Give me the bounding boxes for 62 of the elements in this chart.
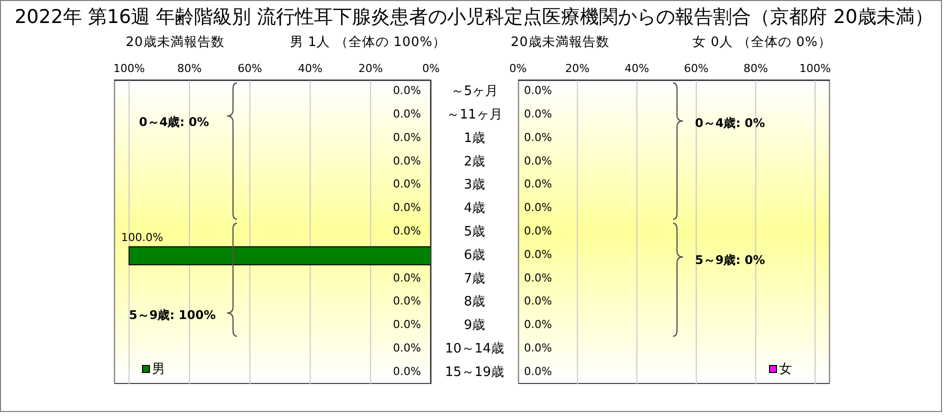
- data-label: 0.0%: [524, 341, 552, 354]
- x-tick-label: 60%: [238, 62, 262, 75]
- annotation: 0～4歳: 0%: [695, 116, 766, 130]
- data-label: 0.0%: [393, 341, 421, 354]
- y-tick-label: 10～14歳: [444, 341, 504, 356]
- text: 2022年 第16週 年齢階級別 流行性耳下腺炎患者の小児科定点医療機関からの報告割合（京都府 20歳未満）: [14, 5, 934, 30]
- y-tick-label: 3歳: [464, 178, 486, 193]
- annotation: 5～9歳: 0%: [695, 253, 766, 267]
- x-tick-label: 0%: [509, 62, 527, 75]
- data-label: 0.0%: [393, 294, 421, 308]
- y-tick-label: 8歳: [464, 294, 486, 310]
- y-tick-label: 15～19歳: [444, 364, 504, 380]
- x-tick-label: 40%: [298, 62, 322, 75]
- data-label: 0.0%: [393, 224, 421, 238]
- data-label: 0.0%: [524, 224, 552, 238]
- data-label: 0.0%: [524, 108, 552, 121]
- data-label: 100.0%: [121, 230, 164, 244]
- chart-subtitle: 20歳未満報告数: [510, 34, 610, 51]
- x-axis-title: 男 1人 （全体の 100%）: [290, 34, 446, 51]
- data-label: 0.0%: [393, 154, 421, 168]
- data-label: 0.0%: [393, 84, 421, 98]
- data-label: 0.0%: [524, 154, 552, 168]
- annotation: 0～4歳: 0%: [139, 115, 210, 129]
- legend-label: 女: [778, 361, 792, 378]
- data-label: 0.0%: [393, 364, 421, 378]
- data-label: 0.0%: [393, 318, 421, 332]
- data-label: 0.0%: [524, 84, 552, 98]
- legend-label: 男: [151, 361, 165, 378]
- x-tick-label: 60%: [684, 62, 709, 75]
- y-tick-label: 6歳: [464, 248, 486, 263]
- y-tick-label: 5歳: [464, 224, 486, 240]
- data-label: 0.0%: [524, 318, 552, 332]
- x-axis-title: 女 0人 （全体の 0%）: [692, 34, 832, 51]
- data-label: 0.0%: [393, 108, 421, 121]
- x-tick-label: 100%: [113, 62, 145, 75]
- y-tick-label: 1歳: [464, 130, 486, 146]
- data-label: 0.0%: [524, 130, 552, 144]
- data-label: 0.0%: [524, 178, 552, 191]
- x-tick-label: 40%: [624, 62, 650, 75]
- data-label: 0.0%: [393, 178, 421, 191]
- x-tick-label: 20%: [565, 62, 590, 75]
- data-label: 0.0%: [393, 271, 421, 284]
- y-tick-label: 2歳: [464, 154, 486, 170]
- y-tick-label: 4歳: [464, 201, 486, 216]
- data-label: 0.0%: [524, 294, 552, 308]
- data-label: 0.0%: [524, 248, 552, 261]
- y-tick-label: 9歳: [464, 318, 486, 334]
- x-tick-label: 100%: [799, 62, 831, 75]
- x-tick-label: 80%: [743, 62, 768, 75]
- chart-subtitle: 20歳未満報告数: [126, 34, 224, 51]
- data-label: 0.0%: [524, 364, 552, 378]
- y-tick-label: ～5ヶ月: [450, 84, 498, 100]
- x-tick-label: 80%: [177, 62, 202, 75]
- y-tick-label: 7歳: [464, 271, 486, 286]
- data-label: 0.0%: [524, 201, 552, 214]
- x-tick-label: 0%: [422, 62, 440, 75]
- x-tick-label: 20%: [358, 62, 383, 75]
- data-label: 0.0%: [393, 201, 421, 214]
- annotation: 5～9歳: 100%: [129, 308, 216, 322]
- data-label: 0.0%: [393, 130, 421, 144]
- data-label: 0.0%: [524, 271, 552, 284]
- y-tick-label: ～11ヶ月: [446, 108, 502, 123]
